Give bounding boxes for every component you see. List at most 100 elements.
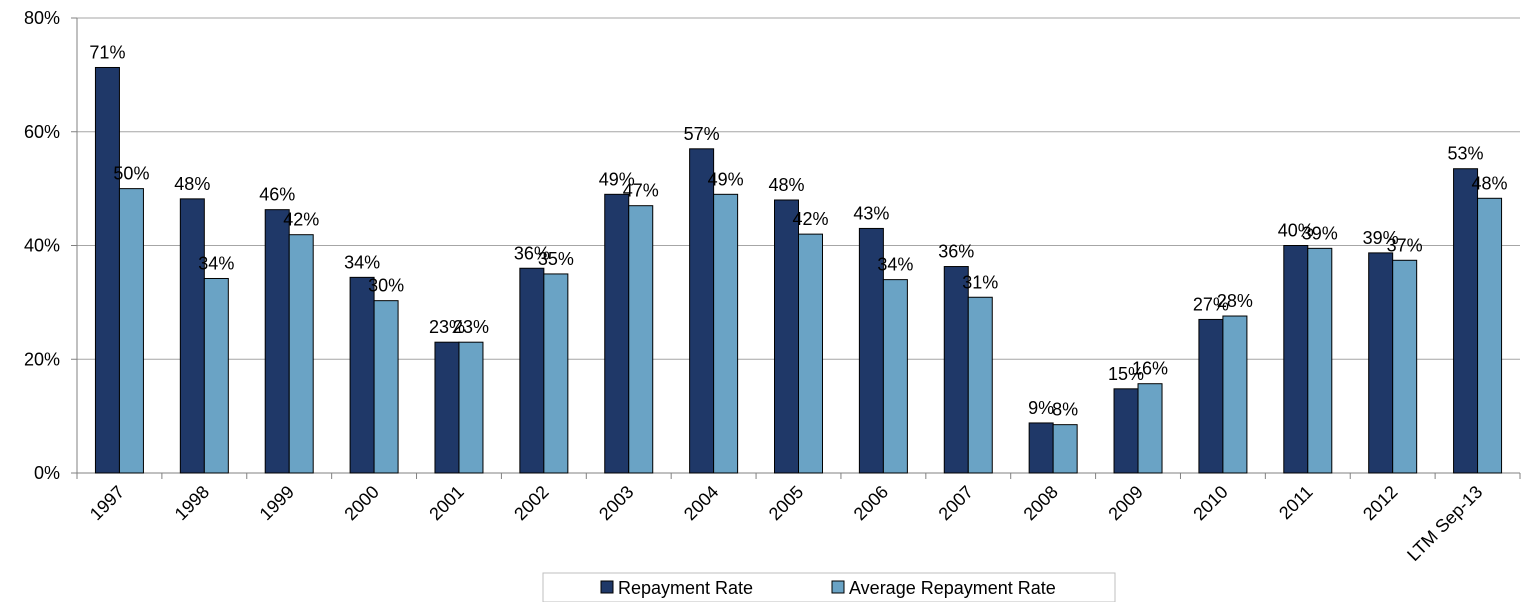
bar-repayment-rate	[264, 209, 290, 474]
data-label: 71%	[89, 42, 125, 62]
bar-repayment-rate	[943, 266, 969, 474]
x-tick-label: 2003	[595, 482, 637, 524]
bar-average-repayment-rate	[1392, 259, 1418, 474]
x-tick-label: 2007	[935, 482, 977, 524]
bar-repayment-rate	[1368, 252, 1394, 474]
data-label: 49%	[599, 169, 635, 189]
data-label: 53%	[1448, 144, 1484, 164]
data-label: 23%	[429, 317, 465, 337]
bar-average-repayment-rate	[713, 193, 739, 474]
bar-repayment-rate	[1453, 168, 1479, 474]
data-labels: 71%50%48%34%46%42%34%30%23%23%36%35%49%4…	[89, 42, 1507, 419]
y-tick-label: 0%	[34, 463, 60, 483]
data-label: 15%	[1108, 364, 1144, 384]
data-label: 34%	[877, 255, 913, 275]
bar-average-repayment-rate	[458, 341, 484, 474]
bars	[94, 66, 1503, 474]
x-tick-label: 2004	[680, 482, 722, 524]
x-tick-labels: 1997 1998 1999 2000 2001 2002 2003 2004 2005 2006…	[86, 482, 1487, 565]
x-tick-label: 2012	[1359, 482, 1401, 524]
data-label: 16%	[1132, 359, 1168, 379]
bar-repayment-rate	[1113, 388, 1139, 474]
y-tick-label: 80%	[24, 8, 60, 28]
x-tick-label: 2005	[765, 482, 807, 524]
data-label: 57%	[684, 124, 720, 144]
bar-average-repayment-rate	[798, 233, 823, 474]
data-label: 34%	[344, 252, 380, 272]
bar-average-repayment-rate	[1052, 424, 1078, 474]
x-tick-label: 1997	[86, 482, 128, 524]
data-label: 39%	[1302, 223, 1338, 243]
data-label: 48%	[768, 175, 804, 195]
data-label: 42%	[283, 210, 319, 230]
bar-repayment-rate	[94, 66, 120, 474]
legend-label-average-repayment-rate: Average Repayment Rate	[849, 578, 1056, 598]
bar-average-repayment-rate	[628, 205, 654, 474]
bar-repayment-rate	[434, 341, 460, 474]
bar-average-repayment-rate	[543, 273, 569, 474]
x-tick-label: LTM Sep-13	[1403, 482, 1486, 565]
data-label: 49%	[708, 169, 744, 189]
bar-average-repayment-rate	[967, 296, 993, 474]
x-tick-label: 2008	[1020, 482, 1062, 524]
x-tick-label: 2009	[1104, 482, 1146, 524]
bar-repayment-rate	[1198, 318, 1224, 474]
bar-repayment-rate	[519, 267, 545, 474]
data-label: 39%	[1363, 228, 1399, 248]
data-label: 27%	[1193, 294, 1229, 314]
y-tick-labels: 0% 20% 40% 60% 80%	[24, 8, 60, 483]
data-label: 47%	[623, 181, 659, 201]
x-tick-label: 2011	[1275, 482, 1317, 524]
data-label: 23%	[453, 317, 489, 337]
bar-average-repayment-rate	[1222, 315, 1248, 474]
legend-label-repayment-rate: Repayment Rate	[618, 578, 753, 598]
data-label: 43%	[853, 203, 889, 223]
bar-repayment-rate	[1028, 422, 1054, 474]
data-label: 9%	[1028, 398, 1054, 418]
x-tick-label: 2010	[1189, 482, 1231, 524]
data-label: 50%	[113, 164, 149, 184]
bar-average-repayment-rate	[288, 234, 314, 474]
data-label: 36%	[938, 242, 974, 262]
data-label: 48%	[174, 174, 210, 194]
x-tick-label: 2000	[340, 482, 382, 524]
bar-average-repayment-rate	[118, 188, 144, 474]
legend-swatch-repayment-rate	[600, 580, 614, 594]
bar-repayment-rate	[1283, 245, 1309, 474]
data-label: 46%	[259, 185, 295, 205]
data-label: 8%	[1052, 400, 1078, 420]
y-tick-label: 60%	[24, 122, 60, 142]
y-tick-label: 40%	[24, 236, 60, 256]
bar-average-repayment-rate	[1307, 247, 1333, 474]
data-label: 34%	[198, 253, 234, 273]
bar-average-repayment-rate	[1477, 197, 1503, 474]
data-label: 28%	[1217, 291, 1253, 311]
data-label: 35%	[538, 249, 574, 269]
data-label: 36%	[514, 243, 550, 263]
data-label: 42%	[792, 209, 828, 229]
x-tick-label: 2006	[850, 482, 892, 524]
bar-average-repayment-rate	[1137, 383, 1163, 474]
data-label: 40%	[1278, 221, 1314, 241]
x-tick-label: 1999	[256, 482, 298, 524]
bar-repayment-rate	[604, 193, 630, 474]
legend: Repayment Rate Average Repayment Rate	[542, 572, 1116, 602]
data-label: 31%	[962, 272, 998, 292]
x-tick-label: 2002	[510, 482, 552, 524]
bar-repayment-rate	[349, 276, 375, 474]
data-label: 48%	[1472, 173, 1508, 193]
bar-repayment-rate	[689, 148, 715, 474]
bar-repayment-rate	[179, 198, 205, 474]
data-label: 30%	[368, 276, 404, 296]
x-tick-label: 2001	[425, 482, 467, 524]
legend-swatch-average-repayment-rate	[831, 580, 845, 594]
bar-average-repayment-rate	[882, 279, 908, 474]
x-tick-label: 1998	[171, 482, 213, 524]
bar-average-repayment-rate	[203, 277, 229, 474]
bar-average-repayment-rate	[373, 300, 399, 474]
bar-repayment-rate	[774, 199, 799, 474]
legend-box	[542, 572, 1116, 602]
y-tick-label: 20%	[24, 349, 60, 369]
